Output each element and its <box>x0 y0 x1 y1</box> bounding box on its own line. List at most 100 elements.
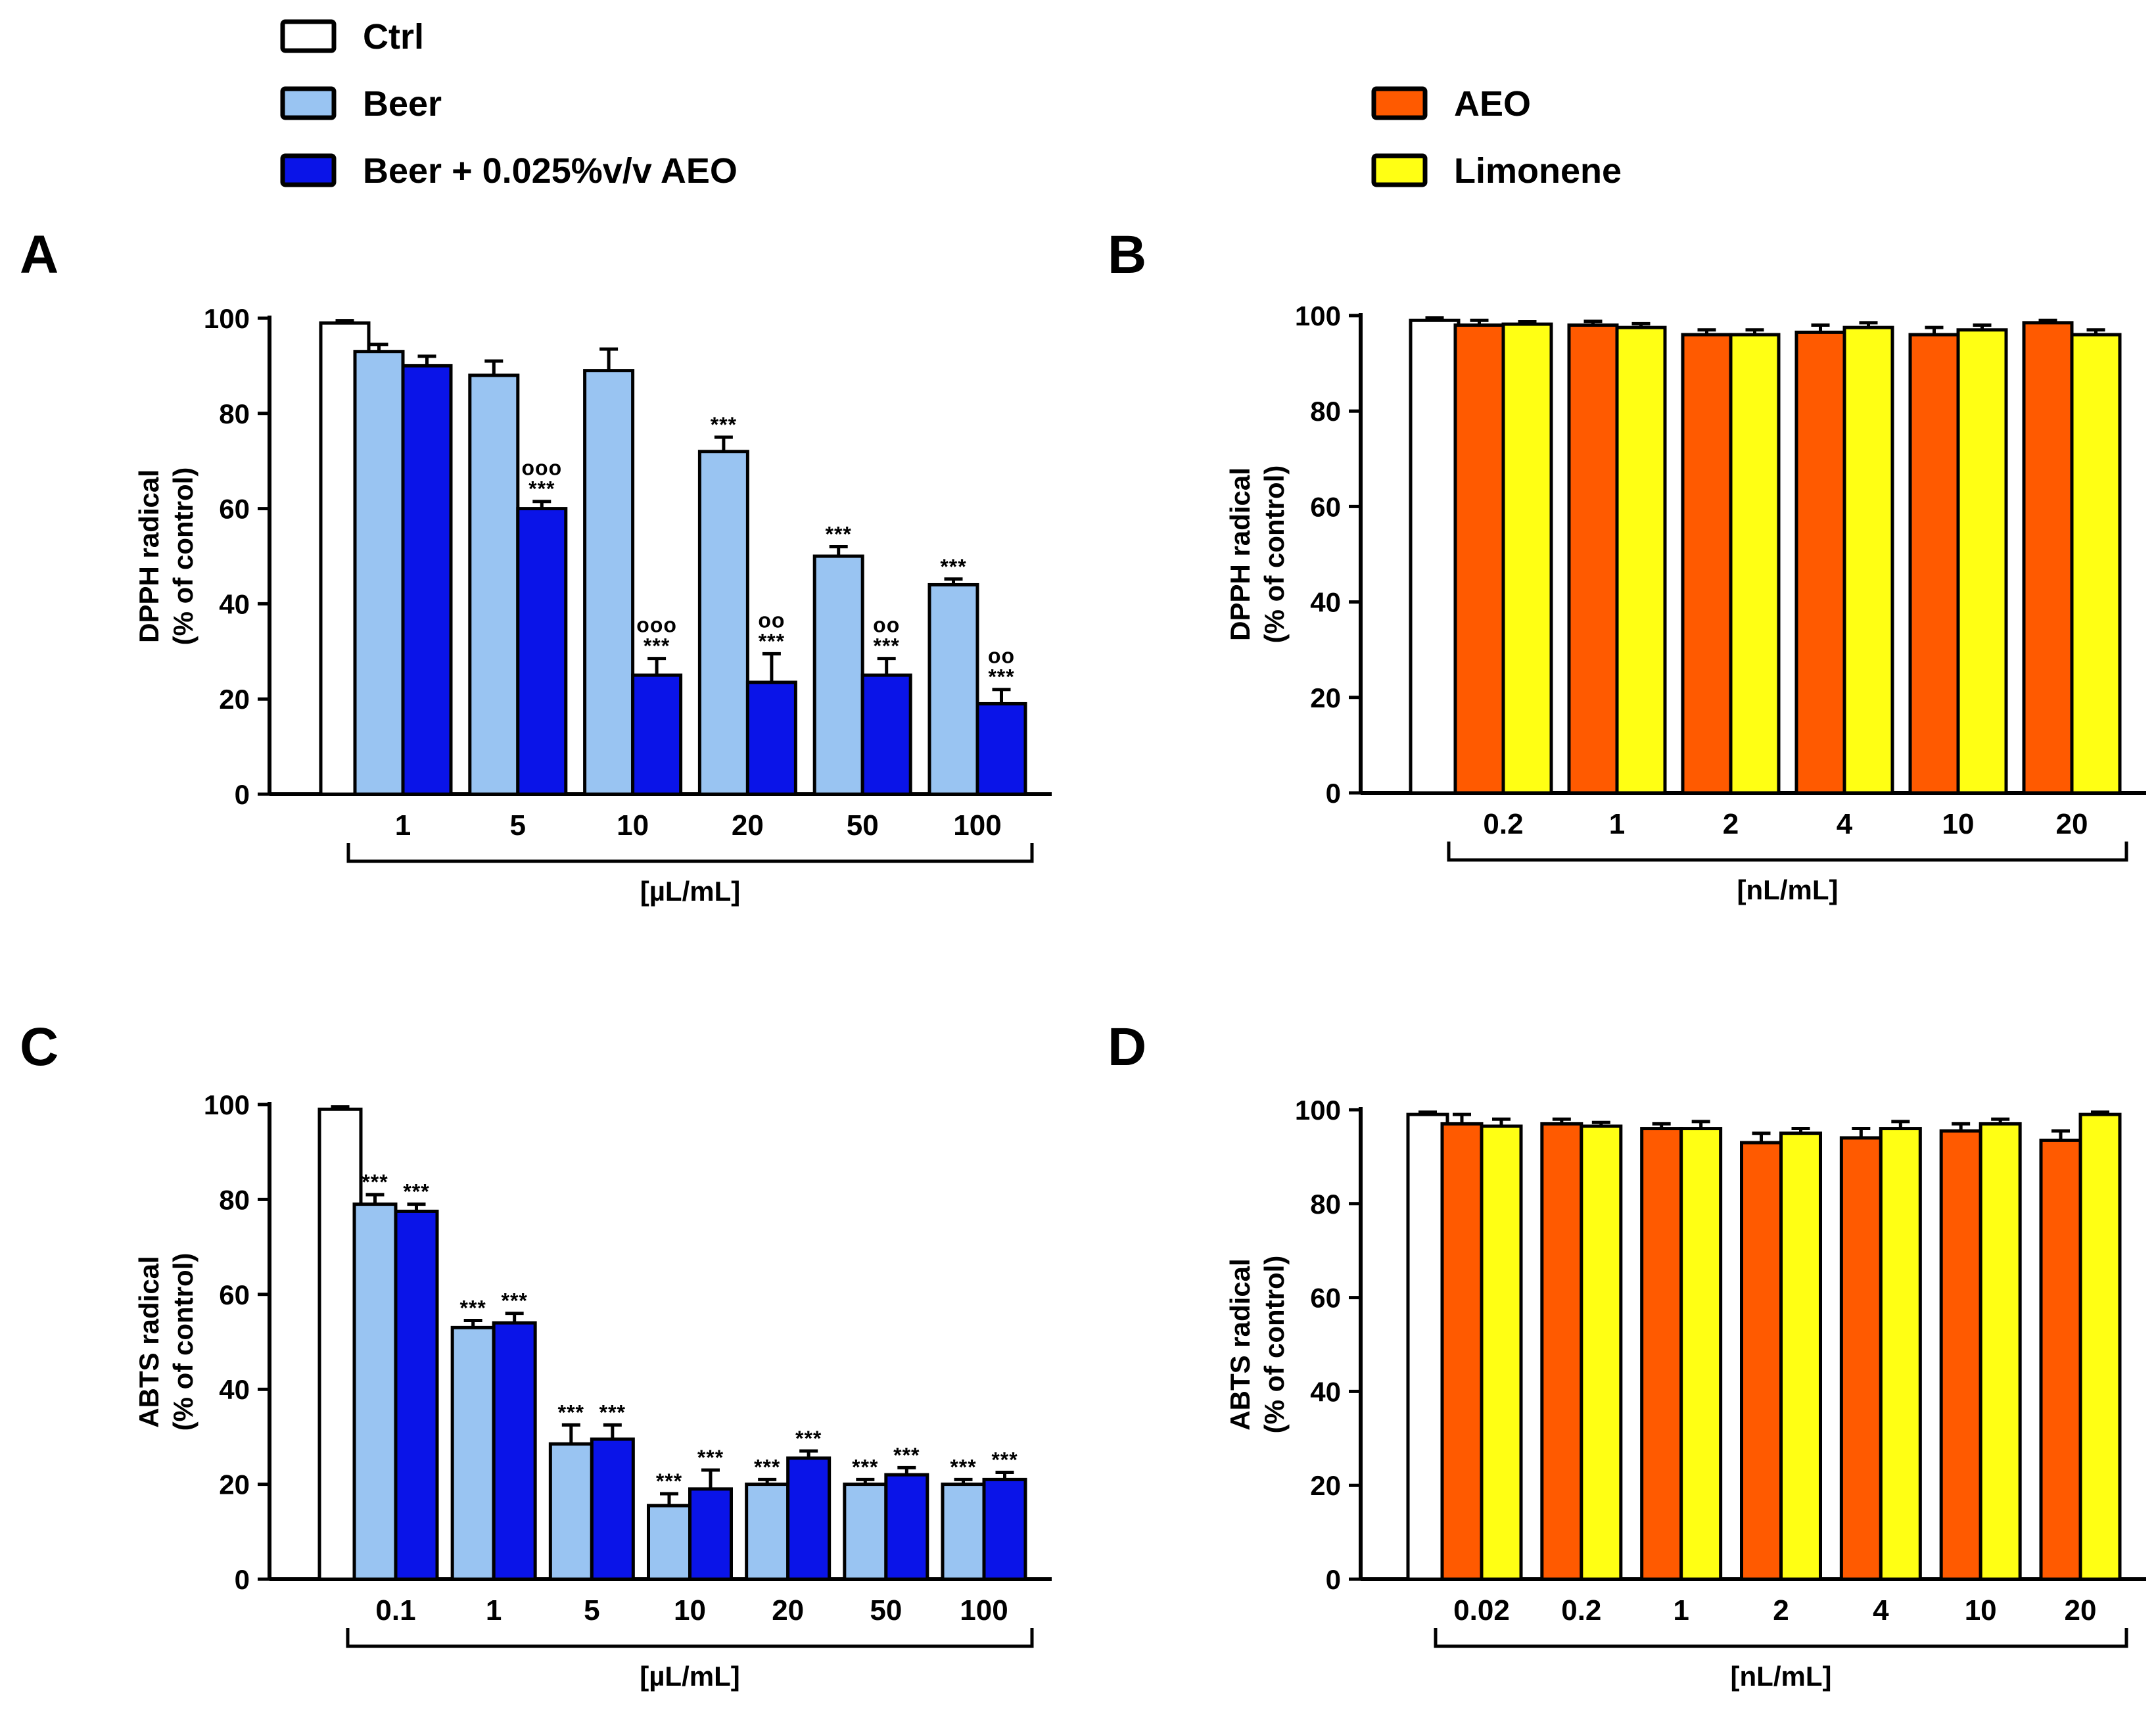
bar-limonene <box>2078 1112 2122 1581</box>
x-category-label: 20 <box>732 809 764 842</box>
unit-label: [µL/mL] <box>640 876 741 907</box>
unit-label: [µL/mL] <box>640 1661 740 1692</box>
panel-letter: C <box>20 1017 59 1077</box>
x-category-label: 0.2 <box>1561 1594 1601 1627</box>
significance-label: ooo <box>636 613 677 637</box>
significance-label: *** <box>528 477 555 501</box>
bar-beer-0-025-v-v-aeo <box>516 507 568 796</box>
bar-beer <box>450 1325 496 1581</box>
legend-label: Limonene <box>1454 151 1622 191</box>
y-tick-label: 60 <box>1310 491 1341 522</box>
significance-label: *** <box>950 1455 976 1479</box>
bar-beer <box>468 373 520 796</box>
unit-bracket <box>1434 1628 2128 1648</box>
significance-label: *** <box>759 629 785 653</box>
significance-label: *** <box>754 1455 780 1479</box>
legend-label: Ctrl <box>363 17 424 57</box>
bar-aeo <box>1794 330 1846 795</box>
x-category-label: 10 <box>617 809 649 842</box>
legend-swatch-limonene <box>1371 153 1428 187</box>
bar-limonene <box>1879 1127 1922 1581</box>
y-tick-label: 100 <box>1295 300 1341 331</box>
bar-aeo <box>2022 321 2074 795</box>
significance-label: *** <box>711 413 737 437</box>
y-axis-label-line2: (% of control) <box>168 467 199 646</box>
x-category-label: 4 <box>1837 808 1853 840</box>
y-axis-label: DPPH radical (% of control) <box>1225 465 1290 644</box>
legend: Ctrl Beer Beer + 0.025%v/v AEO AEO Limonene <box>280 17 1622 191</box>
significance-label: *** <box>893 1443 920 1467</box>
legend-swatch-beer <box>280 86 337 120</box>
x-category-label: 1 <box>395 809 411 842</box>
bar-beer <box>353 350 405 796</box>
significance-label: oo <box>758 608 785 632</box>
x-category-label: 0.2 <box>1483 808 1523 840</box>
x-category-label: 5 <box>584 1594 599 1627</box>
bar-aeo <box>1908 333 1960 795</box>
bar-beer-0-025-v-v-aeo <box>975 701 1027 796</box>
bar-beer <box>745 1483 790 1581</box>
bar-beer <box>843 1483 888 1581</box>
legend-label: Beer <box>363 84 442 124</box>
x-category-label: 10 <box>1965 1594 1997 1627</box>
legend-label: Beer + 0.025%v/v AEO <box>363 151 738 191</box>
y-axis-label-line1: ABTS radical <box>133 1256 164 1427</box>
significance-label: ooo <box>521 456 562 480</box>
bar-aeo <box>1567 323 1619 795</box>
significance-label: *** <box>991 1448 1018 1472</box>
legend-label: AEO <box>1454 84 1531 124</box>
bar-limonene <box>1480 1124 1523 1581</box>
bar-limonene <box>1580 1124 1623 1581</box>
bar-limonene <box>1956 328 2008 795</box>
bar-limonene <box>1842 325 1894 795</box>
significance-label: *** <box>644 634 670 658</box>
bar-beer-0-025-v-v-aeo <box>982 1477 1027 1581</box>
bar-limonene <box>1679 1127 1723 1581</box>
bar-aeo <box>1939 1129 1982 1581</box>
significance-label: *** <box>852 1455 878 1479</box>
y-tick-label: 80 <box>219 1184 250 1215</box>
significance-label: *** <box>403 1180 429 1204</box>
x-category-label: 50 <box>870 1594 902 1627</box>
bar-beer <box>927 583 979 796</box>
bar-limonene <box>1729 333 1781 795</box>
bar-aeo <box>1681 333 1733 795</box>
significance-label: *** <box>940 555 966 579</box>
bar-beer-0-025-v-v-aeo <box>688 1487 733 1581</box>
bar-aeo <box>1640 1127 1683 1581</box>
x-category-label: 4 <box>1873 1594 1889 1627</box>
y-tick-label: 80 <box>219 398 250 429</box>
x-category-label: 100 <box>953 809 1001 842</box>
legend-swatch-ctrl <box>280 19 337 53</box>
x-category-label: 20 <box>772 1594 804 1627</box>
x-category-label: 0.1 <box>375 1594 415 1627</box>
unit-bracket <box>1447 842 2128 862</box>
panel-letter: B <box>1108 225 1146 285</box>
significance-label: *** <box>988 665 1014 689</box>
bar-beer-0-025-v-v-aeo <box>401 364 453 796</box>
unit-label: [nL/mL] <box>1731 1661 1832 1692</box>
panel-C: C 0 20 40 60 80 100 ABTS radical (% of control) *… <box>20 1017 1052 1692</box>
y-axis-label: ABTS radical (% of control) <box>133 1253 199 1431</box>
y-axis-label: DPPH radical (% of control) <box>133 467 199 646</box>
bar-aeo <box>1839 1136 1883 1581</box>
bar-aeo <box>1540 1122 1583 1581</box>
y-axis-label-line2: (% of control) <box>168 1253 199 1431</box>
unit-bracket <box>346 843 1034 863</box>
y-tick-label: 100 <box>204 303 250 334</box>
x-category-label: 20 <box>2065 1594 2097 1627</box>
y-tick-label: 60 <box>219 494 250 525</box>
bar-beer-0-025-v-v-aeo <box>786 1456 832 1581</box>
x-category-label: 1 <box>1673 1594 1689 1627</box>
unit-label: [nL/mL] <box>1737 874 1839 905</box>
significance-label: *** <box>795 1427 822 1450</box>
bar-beer <box>548 1442 594 1581</box>
bar-beer-0-025-v-v-aeo <box>860 673 912 796</box>
panel-D: D 0 20 40 60 80 100 ABTS radical (% of control) 0… <box>1108 1017 2146 1692</box>
bar-limonene <box>1615 325 1667 795</box>
y-tick-label: 40 <box>219 588 250 619</box>
panel-letter: A <box>20 225 59 285</box>
y-tick-label: 60 <box>1310 1283 1341 1314</box>
